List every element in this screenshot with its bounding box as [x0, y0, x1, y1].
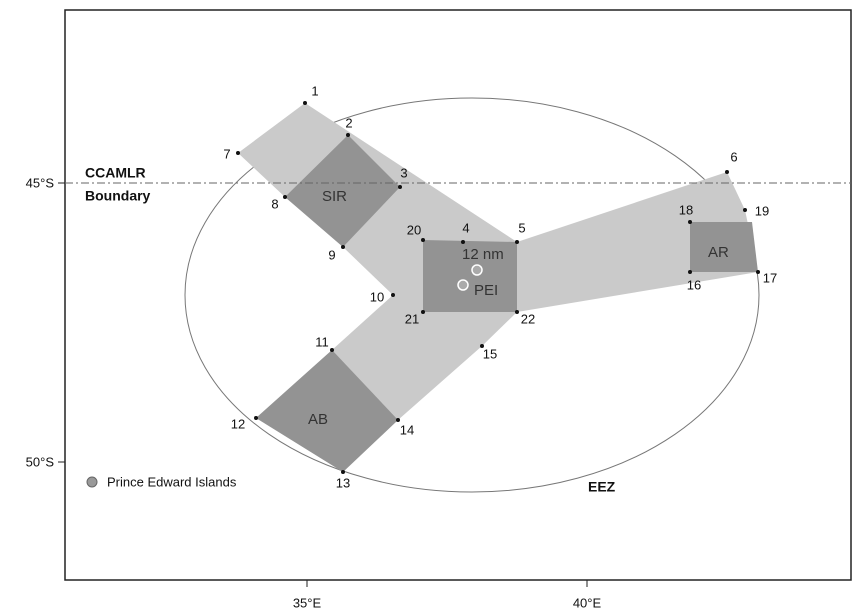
point-label: 12	[231, 416, 245, 431]
point-label: 21	[405, 311, 419, 326]
point-label: 14	[400, 422, 414, 437]
boundary-label: CCAMLR	[85, 165, 146, 181]
boundary-point	[283, 195, 287, 199]
boundary-point	[480, 344, 484, 348]
lon-label: 40°E	[573, 595, 602, 610]
boundary-point	[346, 133, 350, 137]
point-label: 2	[345, 115, 352, 130]
pei-box	[423, 240, 517, 312]
eez-boundary	[184, 97, 760, 493]
boundary-point	[756, 270, 760, 274]
boundary-point	[398, 185, 402, 189]
point-label: 8	[271, 196, 278, 211]
point-label: 6	[730, 149, 737, 164]
point-label: 15	[483, 346, 497, 361]
point-label: 16	[687, 277, 701, 292]
sir-box	[285, 135, 400, 247]
point-label: 22	[521, 311, 535, 326]
point-label: 3	[400, 165, 407, 180]
boundary-point	[421, 310, 425, 314]
point-label: 9	[328, 247, 335, 262]
point-label: 18	[679, 202, 693, 217]
boundary-point	[461, 240, 465, 244]
lat-label: 45°S	[26, 175, 55, 190]
boundary-point	[254, 416, 258, 420]
island	[457, 279, 469, 291]
point-label: 13	[336, 475, 350, 490]
point-label: 17	[763, 270, 777, 285]
region-label: AR	[708, 244, 729, 261]
boundary-point	[391, 293, 395, 297]
boundary-point	[341, 470, 345, 474]
point-label: 20	[407, 222, 421, 237]
eez-label: EEZ	[588, 479, 616, 495]
point-label: 1	[311, 83, 318, 98]
boundary-point	[688, 270, 692, 274]
legend-symbol	[86, 476, 98, 488]
region-label: AB	[308, 411, 328, 428]
region-label: PEI	[474, 282, 498, 299]
point-label: 5	[518, 220, 525, 235]
point-label: 10	[370, 289, 384, 304]
island	[471, 264, 483, 276]
boundary-label: Boundary	[85, 188, 151, 204]
boundary-point	[341, 245, 345, 249]
ab-box	[256, 350, 398, 472]
boundary-point	[515, 310, 519, 314]
point-label: 11	[315, 334, 329, 349]
point-label: 19	[755, 203, 769, 218]
boundary-point	[725, 170, 729, 174]
boundary-point	[688, 220, 692, 224]
boundary-point	[421, 238, 425, 242]
region-label: 12 nm	[462, 246, 504, 263]
ar-box	[690, 222, 758, 272]
legend-label: Prince Edward Islands	[107, 474, 237, 489]
point-label: 7	[223, 146, 230, 161]
boundary-point	[396, 418, 400, 422]
boundary-point	[330, 348, 334, 352]
boundary-point	[515, 240, 519, 244]
region-label: SIR	[322, 188, 347, 205]
boundary-point	[743, 208, 747, 212]
boundary-point	[236, 151, 240, 155]
boundary-point	[303, 101, 307, 105]
lon-label: 35°E	[293, 595, 322, 610]
point-label: 4	[462, 220, 469, 235]
lat-label: 50°S	[26, 454, 55, 469]
